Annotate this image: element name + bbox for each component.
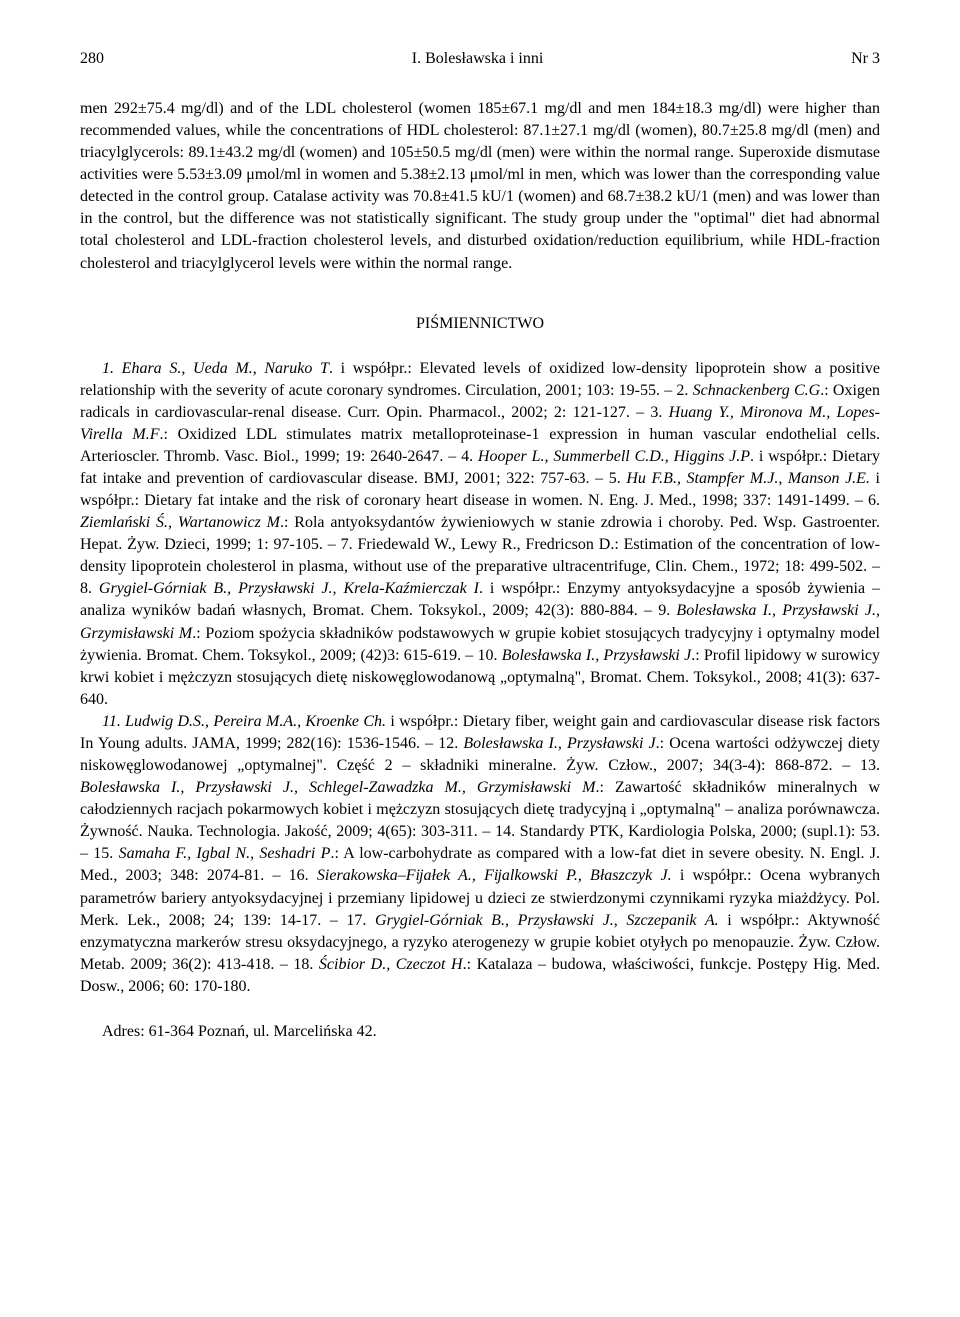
abstract-text: men 292±75.4 mg/dl) and of the LDL chole…: [80, 98, 880, 275]
page-number: 280: [80, 50, 104, 68]
ref-author-16: Sierakowska–Fĳałek A., Fĳalkowski P., Bł…: [317, 867, 672, 884]
ref-author-13: Bolesławska I., Przysławski J., Schlegel…: [80, 779, 595, 796]
header-authors: I. Bolesławska i inni: [104, 50, 851, 68]
ref-author-12: Bolesławska I., Przysławski J: [463, 735, 655, 752]
ref-author-17: Grygiel-Górniak B., Przysławski J., Szcz…: [375, 912, 719, 929]
ref-author-15: Samaha F., Igbal N., Seshadri P: [119, 845, 331, 862]
page-header: 280 I. Bolesławska i inni Nr 3: [80, 50, 880, 68]
ref-author-8: Grygiel-Górniak B., Przysławski J., Krel…: [99, 580, 479, 597]
ref-author-10: Bolesławska I., Przysławski J: [502, 647, 691, 664]
ref-author-5: Hu F.B., Stampfer M.J., Manson J.E.: [626, 470, 870, 487]
ref-author-18: Ścibior D., Czeczot H: [319, 956, 463, 973]
references-block: 1. Ehara S., Ueda M., Naruko T. i współp…: [80, 358, 880, 998]
references-paragraph-1: 1. Ehara S., Ueda M., Naruko T. i współp…: [80, 358, 880, 711]
ref-author-4: Hooper L., Summerbell C.D., Higgins J.P: [478, 448, 750, 465]
references-paragraph-2: 11. Ludwig D.S., Pereira M.A., Kroenke C…: [80, 711, 880, 998]
ref-author-6: Ziemlański Ś., Wartanowicz M: [80, 514, 280, 531]
address-line: Adres: 61-364 Poznań, ul. Marcelińska 42…: [80, 1023, 880, 1041]
issue-number: Nr 3: [851, 50, 880, 68]
references-title: PIŚMIENNICTWO: [80, 315, 880, 333]
ref-author-11: 11. Ludwig D.S., Pereira M.A., Kroenke C…: [102, 713, 386, 730]
ref-author-1: 1. Ehara S., Ueda M., Naruko T: [102, 360, 329, 377]
ref-author-2: Schnackenberg C.G: [693, 382, 821, 399]
